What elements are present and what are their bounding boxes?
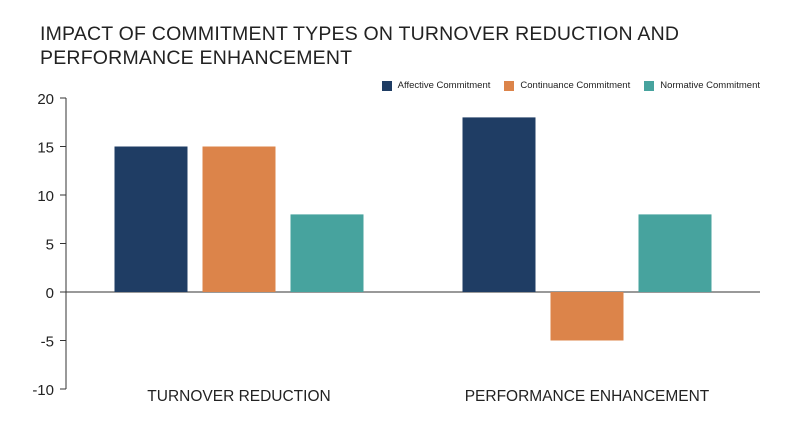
chart-title-line-2: PERFORMANCE ENHANCEMENT bbox=[40, 47, 353, 69]
legend-label-affective: Affective Commitment bbox=[397, 80, 491, 91]
legend-label-normative: Normative Commitment bbox=[660, 80, 760, 91]
bar-affective-turnover bbox=[114, 146, 188, 292]
legend-item-normative: Normative Commitment bbox=[644, 80, 760, 91]
chart-legend: Affective Commitment Continuance Commitm… bbox=[381, 80, 760, 91]
bar-normative-turnover bbox=[290, 214, 364, 292]
x-category-label: TURNOVER REDUCTION bbox=[147, 388, 330, 405]
y-tick-label: 0 bbox=[46, 285, 54, 302]
y-tick-label: -10 bbox=[32, 382, 54, 399]
legend-label-continuance: Continuance Commitment bbox=[520, 80, 631, 91]
bar-continuance-performance bbox=[550, 292, 624, 341]
bar-affective-performance bbox=[462, 117, 536, 293]
bar-continuance-turnover bbox=[202, 146, 276, 292]
y-tick-label: 5 bbox=[46, 237, 54, 254]
legend-swatch-affective bbox=[381, 80, 392, 91]
chart-title-line-1: IMPACT OF COMMITMENT TYPES ON TURNOVER R… bbox=[40, 23, 680, 45]
y-tick-label: 20 bbox=[37, 91, 54, 108]
chart-title: IMPACT OF COMMITMENT TYPES ON TURNOVER R… bbox=[40, 22, 740, 70]
legend-item-continuance: Continuance Commitment bbox=[504, 80, 630, 91]
y-tick-label: -5 bbox=[41, 334, 54, 351]
legend-item-affective: Affective Commitment bbox=[381, 80, 491, 91]
bar-normative-performance bbox=[638, 214, 712, 292]
legend-swatch-continuance bbox=[504, 80, 515, 91]
legend-swatch-normative bbox=[644, 80, 655, 91]
y-tick-label: 10 bbox=[37, 188, 54, 205]
y-tick-label: 15 bbox=[37, 140, 54, 157]
x-category-label: PERFORMANCE ENHANCEMENT bbox=[465, 388, 710, 405]
